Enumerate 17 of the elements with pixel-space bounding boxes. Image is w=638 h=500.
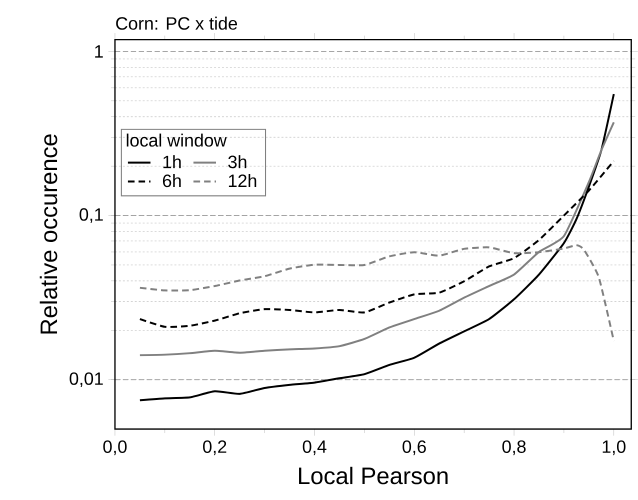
- y-tick-label: 0,1: [80, 208, 103, 223]
- y-axis-title: Relative occurence: [40, 134, 58, 334]
- y-tick-label: 0,01: [70, 372, 103, 387]
- legend-label: 12h: [228, 174, 256, 187]
- x-tick-label: 0,2: [203, 440, 226, 455]
- x-tick-label: 1,0: [602, 440, 626, 455]
- chart-title: Corn: PC x tide: [116, 16, 238, 30]
- legend-label: 6h: [162, 174, 181, 187]
- legend-title: local window: [126, 133, 227, 146]
- legend-label: 1h: [163, 154, 181, 168]
- legend-label: 3h: [228, 154, 246, 168]
- x-tick-label: 0,8: [502, 440, 526, 455]
- y-tick-label: 1: [95, 45, 103, 58]
- x-axis-title: Local Pearson: [299, 466, 448, 484]
- x-tick-label: 0,6: [402, 440, 426, 455]
- x-tick-label: 0,4: [302, 440, 326, 455]
- x-tick-label: 0,0: [103, 440, 127, 455]
